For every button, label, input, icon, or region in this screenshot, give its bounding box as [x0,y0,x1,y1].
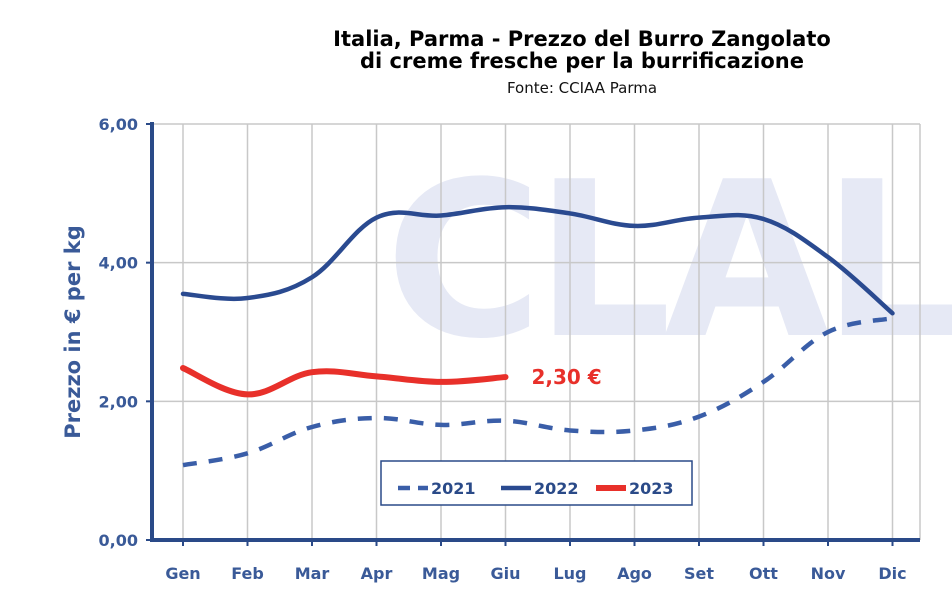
y-tick-label: 0,00 [99,531,138,550]
chart-title-line-2: di creme fresche per la burrificazione [360,49,804,73]
chart-subtitle: Fonte: CCIAA Parma [507,79,657,97]
x-tick-label: Lug [553,564,586,583]
x-tick-label: Dic [878,564,906,583]
chart-title-line-1: Italia, Parma - Prezzo del Burro Zangola… [333,27,831,51]
x-tick-label: Set [684,564,714,583]
grid [152,123,921,541]
x-tick-label: Ago [617,564,652,583]
x-tick-label: Ott [749,564,778,583]
axes: 0,00 2,00 4,00 6,00 Gen Feb Mar Apr Mag Giu Lug Ago… [99,115,920,583]
x-tick-label: Feb [231,564,264,583]
legend-box [380,460,693,506]
x-tick-label: Gen [165,564,200,583]
series-line-2022 [180,204,895,316]
clal-watermark: CLAL [385,135,952,386]
y-tick-label: 4,00 [99,254,138,273]
x-tick-label: Nov [811,564,846,583]
y-tick-label: 2,00 [99,392,138,411]
y-tick-label: 6,00 [99,115,138,134]
x-tick-label: Giu [490,564,520,583]
series-lines [180,204,895,468]
x-tick-label: Mag [422,564,460,583]
x-tick-label: Apr [361,564,393,583]
legend: 2021 2022 2023 [380,460,693,506]
legend-label-2023: 2023 [629,479,674,498]
x-tick-label: Mar [295,564,330,583]
last-value-annotation: 2,30 € [532,365,602,389]
y-axis-label: Prezzo in € per kg [61,225,85,439]
legend-label-2021: 2021 [431,479,476,498]
legend-label-2022: 2022 [534,479,579,498]
series-line-2021 [182,315,893,468]
watermark-text: CLAL [385,135,952,386]
series-line-2023 [180,365,509,398]
